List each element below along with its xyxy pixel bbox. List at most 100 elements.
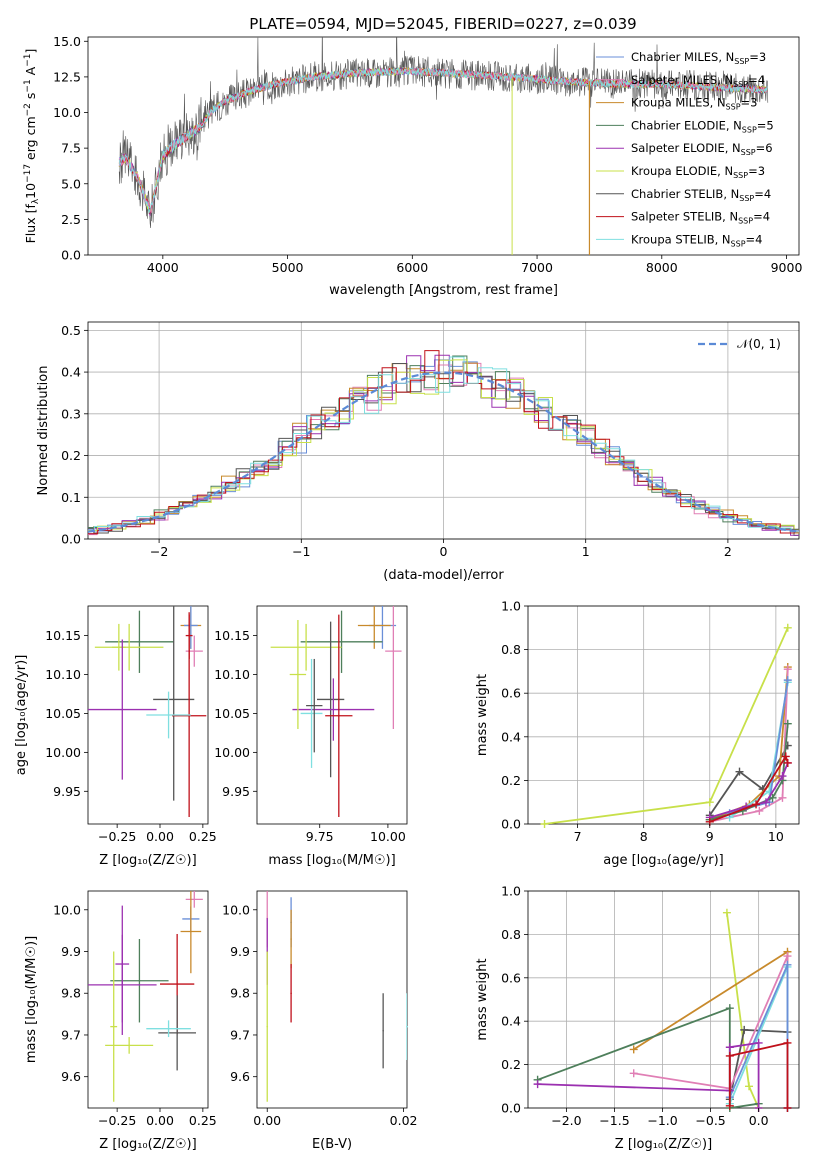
x-tick-label: −2.0: [551, 1113, 581, 1128]
y-tick-label: 0.2: [501, 1057, 521, 1072]
weight-marker: [778, 793, 787, 802]
x-tick-label: 0.0: [749, 1113, 769, 1128]
x-axis-label: (data-model)/error: [383, 568, 504, 583]
data-point: [128, 1044, 130, 1047]
x-tick-label: −0.5: [695, 1113, 725, 1128]
weight-series-line: [544, 627, 789, 824]
data-point: [138, 641, 141, 643]
y-tick-label: 9.7: [61, 1027, 81, 1042]
y-tick-label: 9.6: [230, 1069, 250, 1084]
y-axis-label: age [log₁₀(age/yr)]: [14, 655, 29, 776]
data-point: [338, 714, 340, 717]
weight-marker: [725, 1004, 734, 1013]
y-tick-label: 0.8: [501, 642, 521, 657]
mw-age-frame: [527, 605, 800, 825]
weight-marker: [778, 772, 787, 781]
y-tick-label: 0.2: [501, 773, 521, 788]
y-tick-label: 12.5: [53, 69, 81, 84]
weight-marker: [629, 1045, 638, 1054]
y-tick-label: 9.8: [230, 986, 250, 1001]
data-point: [373, 624, 376, 627]
y-tick-label: 0.0: [61, 248, 81, 263]
x-axis-label: E(B-V): [312, 1137, 352, 1152]
x-tick-label: 0.00: [146, 829, 174, 844]
data-point: [290, 992, 292, 995]
y-tick-label: 10.0: [53, 902, 81, 917]
weight-series-line: [709, 754, 789, 823]
x-tick-label: 4000: [147, 260, 179, 275]
data-point: [266, 1025, 269, 1028]
age-mass-axes: 9.75 10.00 9.95 10.00 10.05 10.10 10.15 mass [l…: [214, 605, 408, 868]
x-tick-label: −1.0: [647, 1113, 677, 1128]
y-axis-label: mass [log₁₀(M/M☉)]: [24, 936, 39, 1063]
y-tick-label: 0.0: [61, 532, 81, 547]
y-tick-label: 9.95: [53, 784, 81, 799]
y-tick-label: 10.15: [214, 628, 250, 643]
weight-marker: [768, 793, 777, 802]
x-tick-label: 8: [640, 829, 648, 844]
weight-marker: [725, 1101, 734, 1110]
weight-series-line: [537, 1006, 759, 1108]
y-tick-label: 0.5: [61, 323, 81, 338]
mw-z-frame: [527, 890, 800, 1109]
y-tick-label: 15.0: [53, 34, 81, 49]
data-point: [176, 983, 178, 985]
weight-marker: [722, 908, 731, 917]
legend-entry: Salpeter MILES, NSSP=4: [631, 73, 765, 89]
mass-ebv-frame: [256, 890, 408, 1109]
y-tick-label: 0.4: [501, 729, 521, 744]
y-axis-label: Flux [fλ10−17 erg cm−2 s−1 A−1]: [23, 49, 41, 244]
residuals-axes: 𝒩(0, 1) −2 −1 0 1 2 0.0 0.1 0.2 0.3 0.4 0.5 (data-mo…: [36, 321, 800, 583]
data-point: [332, 708, 335, 711]
y-tick-label: 10.10: [45, 667, 81, 682]
weight-marker: [533, 1080, 542, 1089]
x-tick-label: 9000: [771, 260, 803, 275]
weight-marker: [783, 719, 792, 728]
y-tick-label: 9.6: [61, 1069, 81, 1084]
age-z-frame: [87, 605, 209, 825]
weight-marker: [783, 1038, 792, 1047]
legend-entry: Kroupa STELIB, NSSP=4: [631, 232, 762, 248]
weight-marker: [783, 676, 792, 685]
weight-marker: [705, 798, 714, 807]
weight-series-line: [726, 912, 760, 1108]
x-tick-label: 0: [440, 544, 448, 559]
y-tick-label: 1.0: [501, 884, 521, 899]
y-tick-label: 0.1: [61, 490, 81, 505]
data-point: [193, 898, 196, 901]
figure-title: PLATE=0594, MJD=52045, FIBERID=0227, z=0…: [249, 15, 636, 33]
y-tick-label: 2.5: [61, 212, 81, 227]
x-axis-label: Z [log₁₀(Z/Z☉)]: [615, 1137, 712, 1152]
gaussian-curve: [87, 371, 797, 533]
weight-series-line: [729, 679, 789, 814]
data-point: [340, 641, 343, 643]
data-point: [190, 930, 192, 933]
data-point: [313, 704, 316, 707]
weight-marker: [745, 1082, 754, 1091]
x-tick-label: −0.25: [98, 1113, 136, 1128]
y-tick-label: 9.9: [61, 944, 81, 959]
weight-marker: [725, 1043, 734, 1052]
y-axis-label: mass weight: [475, 958, 490, 1040]
y-tick-label: 0.3: [61, 406, 81, 421]
x-tick-label: 6000: [396, 260, 428, 275]
data-point: [329, 698, 332, 701]
data-point: [118, 646, 120, 649]
y-tick-label: 9.95: [222, 784, 250, 799]
y-tick-label: 10.10: [214, 667, 250, 682]
data-point: [138, 979, 141, 982]
data-point: [310, 712, 313, 715]
x-tick-label: 7: [574, 829, 582, 844]
y-tick-label: 9.8: [61, 986, 81, 1001]
mass-ebv-axes: 0.00 0.02 9.6 9.7 9.8 9.9 10.0 E(B-V): [222, 890, 418, 1152]
data-point: [305, 646, 307, 649]
weight-marker: [755, 806, 764, 815]
x-axis-label: wavelength [Angstrom, rest frame]: [329, 283, 558, 298]
x-tick-label: −1: [292, 544, 310, 559]
weight-series-line: [709, 669, 789, 823]
x-axis-label: Z [log₁₀(Z/Z☉)]: [99, 1137, 196, 1152]
x-tick-label: 0.00: [253, 1113, 281, 1128]
x-tick-label: −1.5: [599, 1113, 629, 1128]
x-tick-label: 7000: [521, 260, 553, 275]
weight-marker: [783, 665, 792, 674]
